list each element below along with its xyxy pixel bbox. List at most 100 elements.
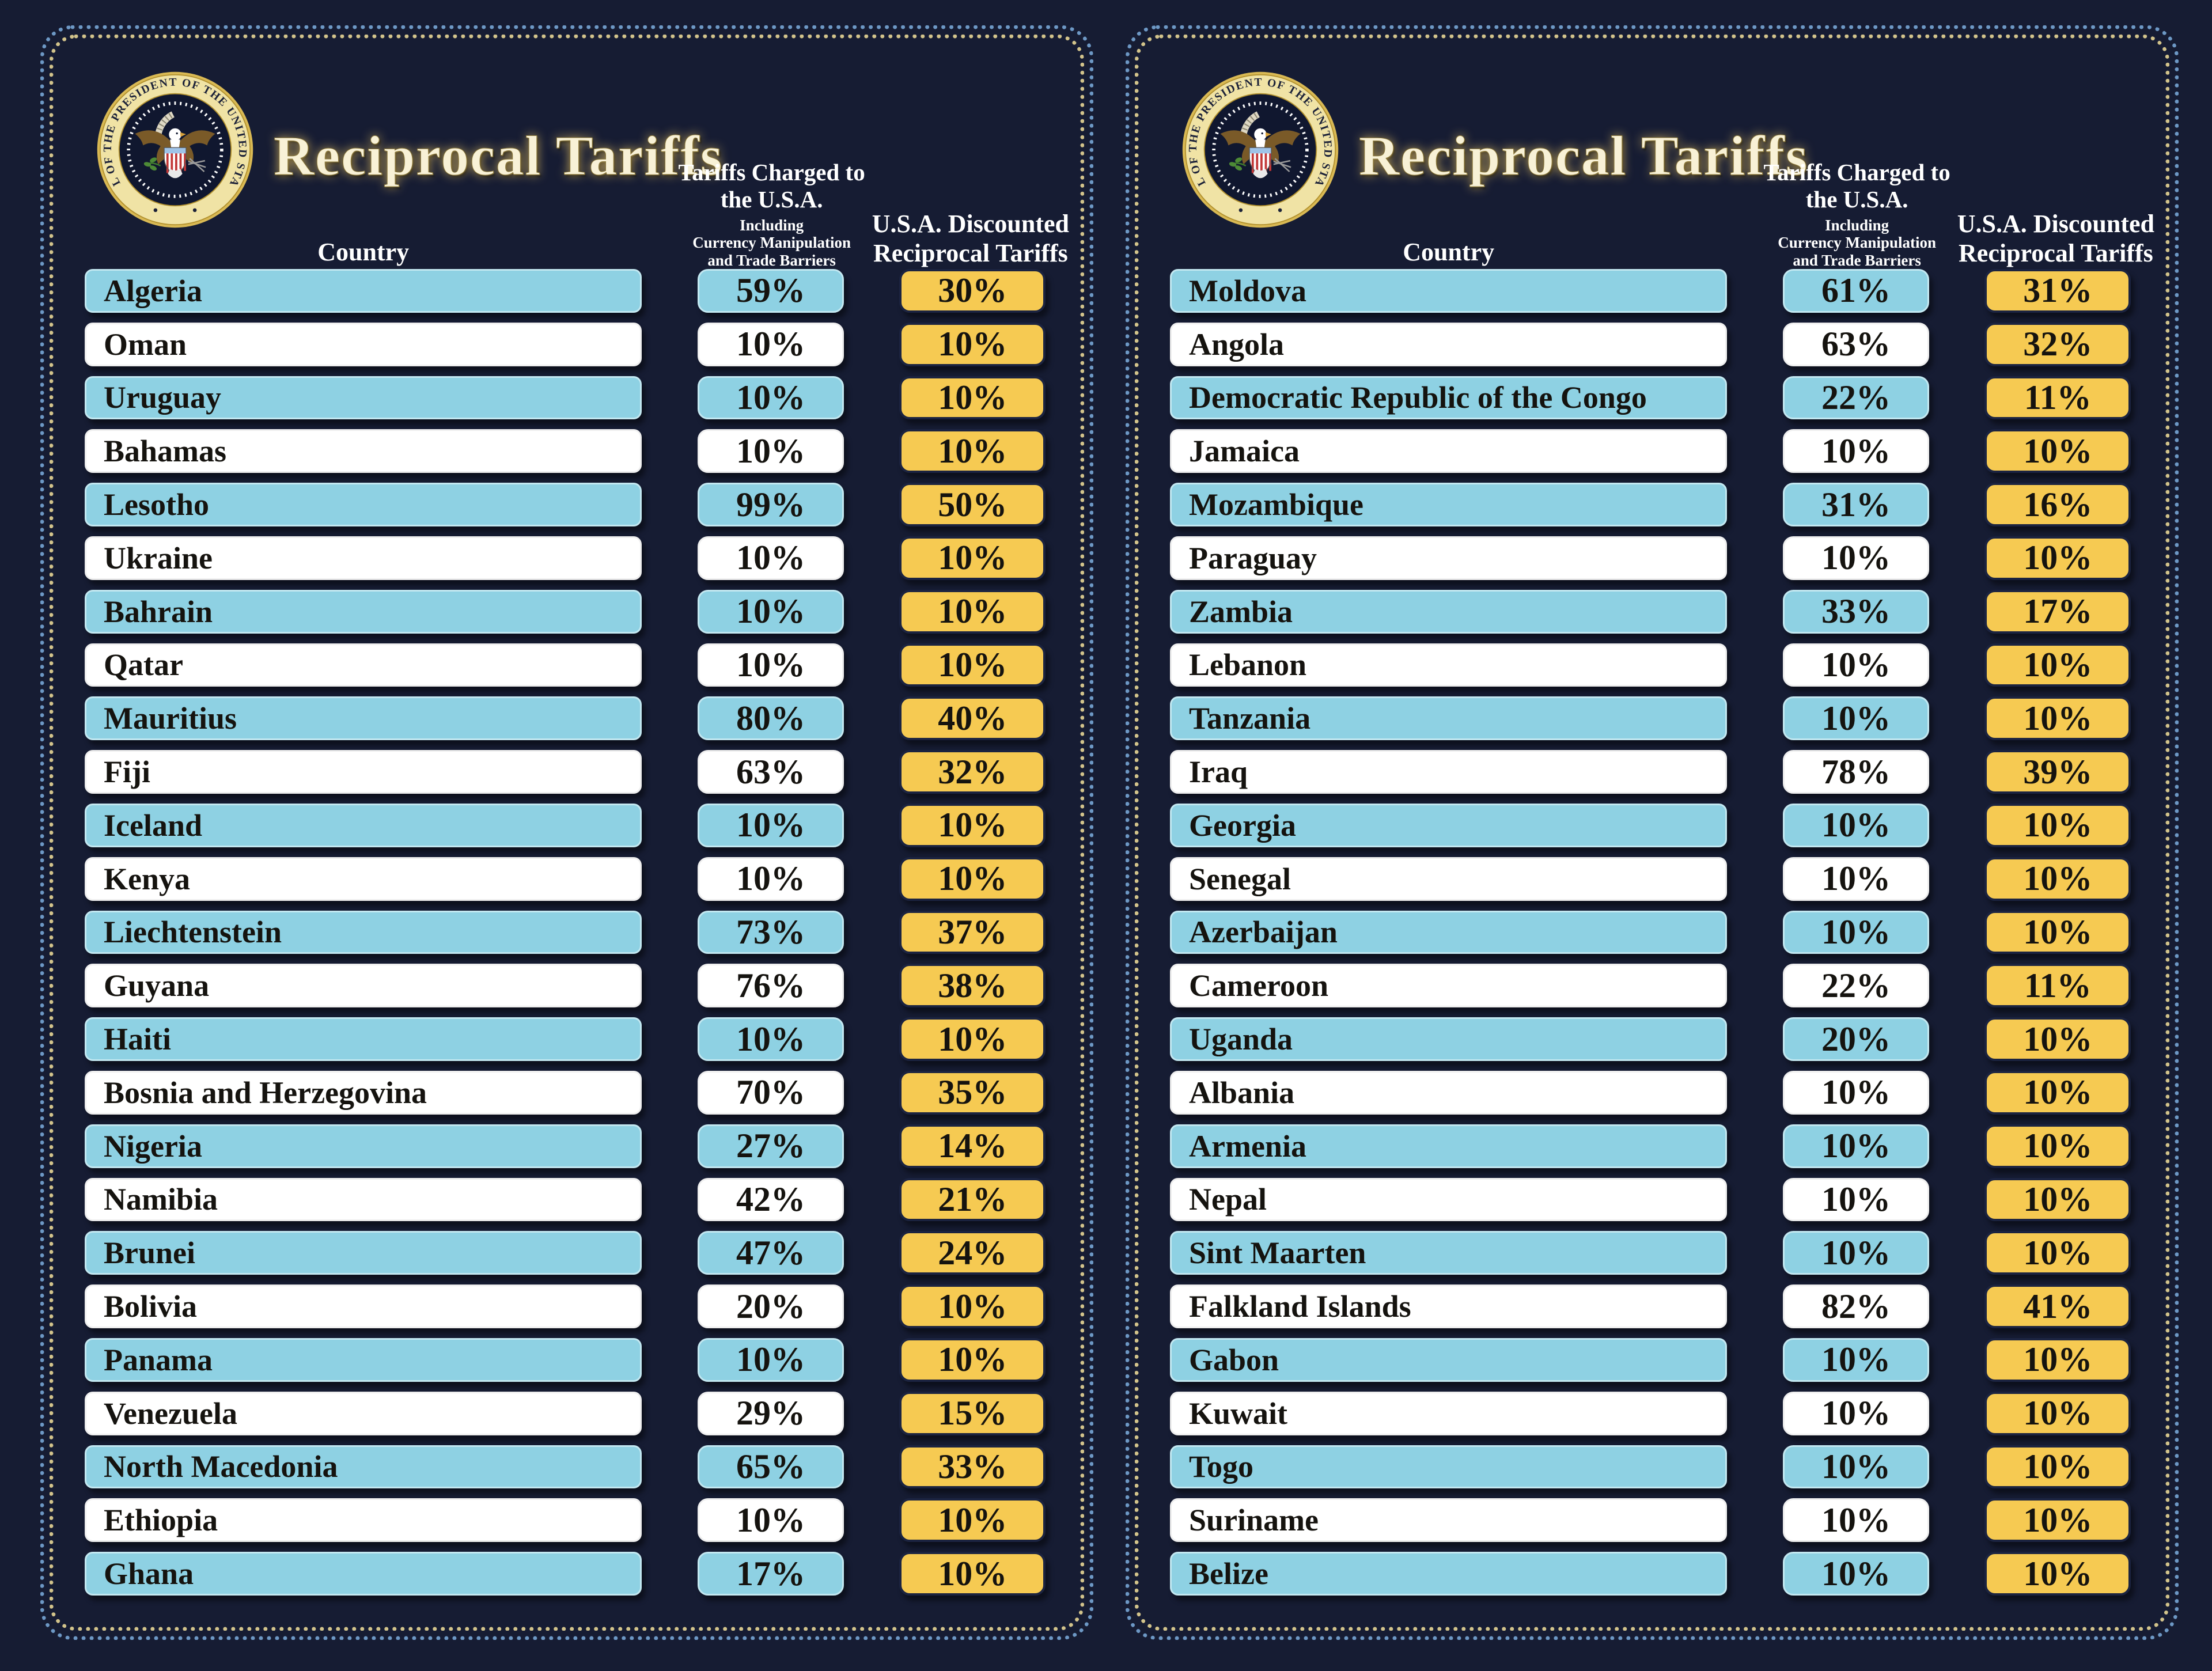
poster-title: Reciprocal Tariffs [1359, 125, 1809, 187]
table-row: Venezuela 29% 15% [85, 1391, 1046, 1435]
tariff-panel: SEAL OF THE PRESIDENT OF THE UNITED STAT… [1135, 35, 2169, 1631]
table-row: Falkland Islands 82% 41% [1170, 1284, 2131, 1328]
table-row: Georgia 10% 10% [1170, 803, 2131, 847]
eagle-neck [1255, 139, 1266, 150]
discounted-tariff-value: 37% [899, 910, 1046, 954]
discounted-tariff-value: 16% [1984, 483, 2131, 526]
table-row: Bolivia 20% 10% [85, 1284, 1046, 1328]
eagle-arrows [1273, 158, 1291, 172]
subnote-line1: Including [1825, 216, 1889, 234]
subnote-line2: Currency Manipulation [1778, 234, 1936, 251]
charged-tariff-value: 80% [698, 696, 844, 741]
country-label: Fiji [85, 750, 642, 794]
country-label: Uruguay [85, 376, 642, 420]
table-row: Brunei 47% 24% [85, 1231, 1046, 1275]
table-row: Suriname 10% 10% [1170, 1498, 2131, 1543]
discounted-tariff-value: 11% [1984, 964, 2131, 1008]
discounted-tariff-value: 10% [1984, 1177, 2131, 1222]
eagle-head [1254, 128, 1267, 141]
country-label: Uganda [1170, 1017, 1728, 1061]
discounted-tariff-value: 10% [1984, 1391, 2131, 1435]
discounted-tariff-value: 40% [899, 696, 1046, 741]
charged-tariff-value: 59% [698, 269, 844, 313]
country-label: Oman [85, 322, 642, 366]
discounted-tariff-value: 21% [899, 1177, 1046, 1222]
country-label: Gabon [1170, 1337, 1728, 1382]
charged-tariff-value: 10% [698, 857, 844, 901]
tariffs-charged-subnote: Including Currency Manipulation and Trad… [662, 217, 881, 270]
eagle-beak [180, 132, 186, 137]
country-label: Panama [85, 1337, 642, 1382]
table-row: Algeria 59% 30% [85, 269, 1046, 313]
country-label: Qatar [85, 643, 642, 687]
discounted-tariff-value: 10% [899, 803, 1046, 847]
discounted-tariff-value: 10% [1984, 803, 2131, 847]
panel-header: SEAL OF THE PRESIDENT OF THE UNITED STAT… [1170, 55, 2154, 269]
table-row: Panama 10% 10% [85, 1337, 1046, 1382]
column-header-country: Country [317, 238, 410, 266]
discounted-tariff-value: 10% [899, 1337, 1046, 1382]
table-row: Togo 10% 10% [1170, 1445, 2131, 1489]
charged-tariff-value: 10% [698, 1017, 844, 1061]
charged-tariff-value: 31% [1783, 483, 1929, 526]
country-label: Mauritius [85, 696, 642, 741]
discounted-tariff-value: 15% [899, 1391, 1046, 1435]
charged-tariff-value: 47% [698, 1231, 844, 1275]
country-label: Angola [1170, 322, 1728, 366]
table-row: Albania 10% 10% [1170, 1070, 2131, 1115]
charged-tariff-value: 10% [1783, 1070, 1929, 1115]
country-label: Democratic Republic of the Congo [1170, 376, 1728, 420]
seal-star-ring [1212, 101, 1309, 198]
panel-outer-border: SEAL OF THE PRESIDENT OF THE UNITED STAT… [40, 25, 1093, 1640]
charged-tariff-value: 10% [1783, 1498, 1929, 1543]
table-row: Nepal 10% 10% [1170, 1177, 2131, 1222]
country-label: Nigeria [85, 1124, 642, 1168]
charged-tariff-value: 10% [698, 643, 844, 687]
discounted-tariff-value: 32% [899, 750, 1046, 794]
eagle-wings [1220, 130, 1301, 165]
country-label: Liechtenstein [85, 910, 642, 954]
country-label: Falkland Islands [1170, 1284, 1728, 1328]
discounted-tariff-value: 10% [1984, 1498, 2131, 1543]
eagle-olive-branch [1229, 157, 1247, 170]
presidential-seal: SEAL OF THE PRESIDENT OF THE UNITED STAT… [97, 71, 253, 228]
table-row: Iceland 10% 10% [85, 803, 1046, 847]
rows: Algeria 59% 30% Oman 10% 10% Uruguay 10% 10% Baha… [85, 269, 1046, 1596]
table-row: Fiji 63% 32% [85, 750, 1046, 794]
charged-tariff-value: 82% [1783, 1284, 1929, 1328]
eagle-shield [1249, 147, 1272, 175]
subnote-line3: and Trade Barriers [1793, 251, 1921, 269]
charged-tariff-value: 65% [698, 1445, 844, 1489]
country-label: Zambia [1170, 589, 1728, 634]
country-label: Haiti [85, 1017, 642, 1061]
charged-tariff-value: 10% [1783, 1231, 1929, 1275]
table-row: Lesotho 99% 50% [85, 483, 1046, 526]
discounted-tariff-value: 10% [1984, 1124, 2131, 1168]
country-label: Cameroon [1170, 964, 1728, 1008]
discounted-tariff-value: 24% [899, 1231, 1046, 1275]
country-label: Lesotho [85, 483, 642, 526]
country-label: Iraq [1170, 750, 1728, 794]
discounted-tariff-value: 10% [1984, 910, 2131, 954]
discounted-tariff-value: 10% [899, 857, 1046, 901]
charged-tariff-value: 22% [1783, 964, 1929, 1008]
discounted-tariff-value: 14% [899, 1124, 1046, 1168]
charged-tariff-value: 10% [1783, 429, 1929, 473]
table-row: Jamaica 10% 10% [1170, 429, 2131, 473]
country-label: Belize [1170, 1552, 1728, 1596]
charged-tariff-value: 20% [1783, 1017, 1929, 1061]
charged-tariff-value: 10% [1783, 803, 1929, 847]
rows: Moldova 61% 31% Angola 63% 32% Democratic Repu… [1170, 269, 2131, 1596]
table-row: Mauritius 80% 40% [85, 696, 1046, 741]
column-header-country: Country [1403, 238, 1495, 266]
charged-tariff-value: 78% [1783, 750, 1929, 794]
discounted-tariff-value: 30% [899, 269, 1046, 313]
eagle-tail [168, 168, 183, 179]
discounted-tariff-value: 38% [899, 964, 1046, 1008]
charged-tariff-value: 22% [1783, 376, 1929, 420]
discounted-tariff-value: 10% [1984, 1017, 2131, 1061]
country-label: Iceland [85, 803, 642, 847]
charged-tariff-value: 42% [698, 1177, 844, 1222]
discounted-tariff-value: 35% [899, 1070, 1046, 1115]
